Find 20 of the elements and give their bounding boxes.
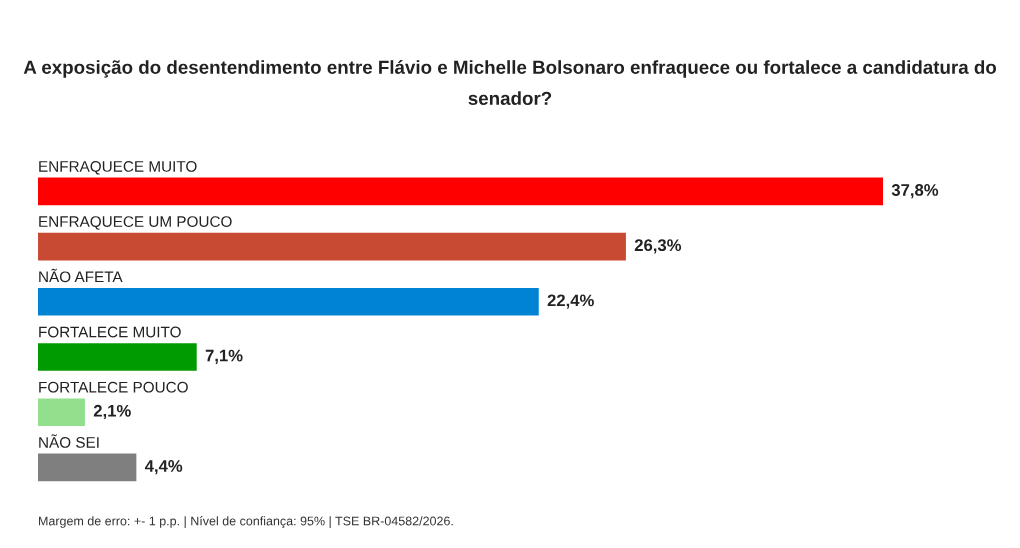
y-tick-label: FORTALECE POUCO [39,381,188,393]
data-label: 4,4% [144,460,183,475]
y-tick-label: ENFRAQUECE UM POUCO [39,216,232,230]
bar [38,453,137,482]
data-label: 37,8% [891,184,939,199]
data-label: 22,4% [547,294,594,309]
data-label: 26,3% [634,239,682,254]
bar [38,232,626,261]
y-tick-label: ENFRAQUECE MUITO [39,161,197,175]
y-tick-label: FORTALECE MUITO [39,326,181,338]
bar [38,398,85,426]
bar [38,343,197,371]
text: Margem de erro: +- 1 p.p. | Nível de confiança: 95% | TSE BR-04582/2026. [39,516,453,528]
bar [38,177,883,206]
bar [38,288,539,316]
y-tick-label: NÃO SEI [39,434,99,448]
chart-title: A exposição do desentendimento entre Flávio e Michelle Bolsonaro enfraquece ou fortalece a candidatura do senador? [23,60,997,105]
y-tick-label: NÃO AFETA [39,268,123,283]
data-label: 7,1% [205,349,243,364]
data-label: 2,1% [93,404,131,420]
